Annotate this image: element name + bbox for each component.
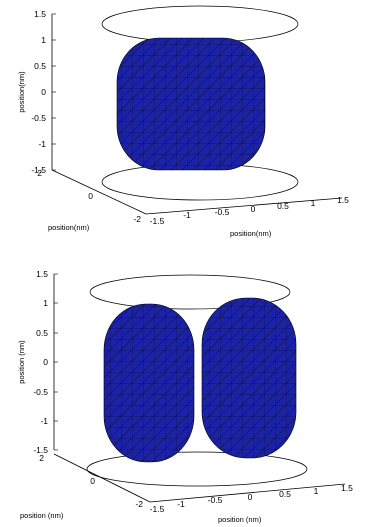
z-ticks: [52, 13, 56, 171]
z-tick-label: -1: [40, 416, 48, 426]
y-axis-label: position(nm): [48, 223, 90, 232]
y-axis-line: [51, 169, 147, 215]
x-tick-label: 0: [248, 492, 253, 502]
y-tick-label: 0: [90, 476, 95, 486]
y-tick-label: 2: [39, 453, 44, 463]
nanoparticle-body: [116, 37, 266, 171]
y-tick-label: -2: [133, 214, 141, 224]
x-tick-label: 0.5: [277, 201, 289, 211]
x-tick-label: -0.5: [215, 207, 230, 217]
x-axis-label: position(nm): [230, 229, 272, 238]
z-tick-label: 1: [43, 298, 48, 308]
y-axis-line: [53, 453, 151, 503]
x-tick-label: 0.5: [279, 489, 291, 499]
y-tick-label: 0: [88, 191, 93, 201]
x-tick-label: 1: [311, 198, 316, 208]
z-ticks: [54, 273, 58, 451]
nanoparticle-left: [103, 303, 195, 463]
z-tick-label: 1.5: [36, 269, 48, 279]
nanoparticle-right: [201, 297, 297, 459]
z-tick-label: 0: [41, 87, 46, 97]
x-tick-label: 0: [251, 204, 256, 214]
surface-plot-bottom: 1.5 1 0.5 0 -0.5 -1 -1.5 position (nm) 2…: [17, 269, 353, 524]
z-tick-label: -0.5: [33, 387, 48, 397]
z-tick-label: 0.5: [36, 328, 48, 338]
z-tick-label: 1.5: [34, 9, 46, 19]
x-tick-label: 1.5: [337, 195, 349, 205]
x-tick-label: -1: [183, 210, 191, 220]
surface-plot-top: 1.5 1 0.5 0 -0.5 -1 -1.5 position(nm) 2 …: [17, 5, 349, 238]
z-tick-label: 0: [43, 357, 48, 367]
x-axis-label: position (nm): [218, 515, 262, 524]
z-tick-label: 0.5: [34, 61, 46, 71]
x-tick-label: -1.5: [150, 504, 165, 514]
z-tick-label: -0.5: [31, 113, 46, 123]
y-axis-label: position (nm): [20, 511, 64, 520]
x-axis-line: [145, 197, 343, 215]
top-ring: [89, 274, 291, 310]
y-tick-label: 2: [37, 168, 42, 178]
z-axis-label: position(nm): [17, 71, 26, 113]
z-tick-label: -1.5: [31, 165, 46, 175]
x-tick-label: -1: [177, 499, 185, 509]
y-tick-label: -2: [135, 499, 143, 509]
x-tick-label: -0.5: [208, 495, 223, 505]
x-tick-label: 1.5: [341, 483, 353, 493]
z-tick-label: -1.5: [33, 445, 48, 455]
top-ring: [101, 5, 299, 43]
x-axis-line: [149, 483, 346, 503]
x-tick-label: 1: [314, 486, 319, 496]
z-tick-label: -1: [38, 139, 46, 149]
z-tick-label: 1: [41, 35, 46, 45]
bottom-ring: [86, 451, 308, 487]
x-tick-label: -1.5: [150, 216, 165, 226]
z-axis-label: position (nm): [17, 340, 26, 384]
